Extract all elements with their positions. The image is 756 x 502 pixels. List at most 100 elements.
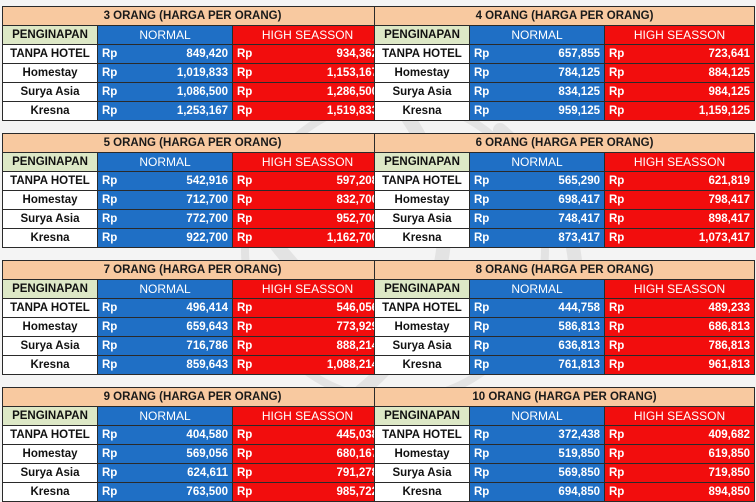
currency-label: Rp bbox=[97, 171, 133, 191]
currency-label: Rp bbox=[232, 101, 268, 121]
normal-price: 849,420 bbox=[132, 44, 233, 64]
currency-label: Rp bbox=[469, 425, 505, 445]
high-season-price: 985,722 bbox=[267, 482, 384, 502]
header-penginapan: PENGINAPAN bbox=[374, 406, 470, 426]
table-row: TANPA HOTEL Rp 565,290 Rp 621,819 bbox=[374, 171, 756, 191]
high-season-price: 489,233 bbox=[639, 298, 756, 318]
normal-price: 444,758 bbox=[504, 298, 605, 318]
table-row: Homestay Rp 519,850 Rp 619,850 bbox=[374, 444, 756, 464]
high-season-price: 619,850 bbox=[639, 444, 756, 464]
table-row: Kresna Rp 922,700 Rp 1,162,700 bbox=[2, 228, 384, 248]
currency-label: Rp bbox=[604, 444, 640, 464]
header-penginapan: PENGINAPAN bbox=[2, 406, 98, 426]
row-name: Kresna bbox=[374, 101, 470, 121]
normal-price: 1,086,500 bbox=[132, 82, 233, 102]
currency-label: Rp bbox=[469, 63, 505, 83]
price-table-5-orang: 5 ORANG (HARGA PER ORANG) PENGINAPAN NOR… bbox=[1, 133, 384, 248]
price-table-4-orang: 4 ORANG (HARGA PER ORANG) PENGINAPAN NOR… bbox=[373, 6, 756, 121]
currency-label: Rp bbox=[604, 336, 640, 356]
row-name: Kresna bbox=[2, 228, 98, 248]
currency-label: Rp bbox=[469, 444, 505, 464]
row-name: TANPA HOTEL bbox=[374, 298, 470, 318]
table-row: TANPA HOTEL Rp 849,420 Rp 934,362 bbox=[2, 44, 384, 64]
currency-label: Rp bbox=[604, 44, 640, 64]
currency-label: Rp bbox=[232, 190, 268, 210]
row-name: Homestay bbox=[374, 190, 470, 210]
normal-price: 959,125 bbox=[504, 101, 605, 121]
row-name: Homestay bbox=[2, 190, 98, 210]
header-normal: NORMAL bbox=[469, 406, 605, 426]
high-season-price: 409,682 bbox=[639, 425, 756, 445]
currency-label: Rp bbox=[469, 298, 505, 318]
currency-label: Rp bbox=[469, 482, 505, 502]
header-high-season: HIGH SEASSON bbox=[231, 279, 384, 299]
currency-label: Rp bbox=[604, 482, 640, 502]
currency-label: Rp bbox=[232, 209, 268, 229]
high-season-price: 1,073,417 bbox=[639, 228, 756, 248]
price-table-7-orang: 7 ORANG (HARGA PER ORANG) PENGINAPAN NOR… bbox=[1, 260, 384, 375]
header-high-season: HIGH SEASSON bbox=[603, 279, 756, 299]
table-row: Surya Asia Rp 748,417 Rp 898,417 bbox=[374, 209, 756, 229]
table-row: Surya Asia Rp 636,813 Rp 786,813 bbox=[374, 336, 756, 356]
normal-price: 698,417 bbox=[504, 190, 605, 210]
currency-label: Rp bbox=[604, 298, 640, 318]
header-normal: NORMAL bbox=[97, 25, 233, 45]
currency-label: Rp bbox=[97, 444, 133, 464]
table-row: Homestay Rp 784,125 Rp 884,125 bbox=[374, 63, 756, 83]
high-season-price: 1,162,700 bbox=[267, 228, 384, 248]
high-season-price: 934,362 bbox=[267, 44, 384, 64]
high-season-price: 888,214 bbox=[267, 336, 384, 356]
normal-price: 1,019,833 bbox=[132, 63, 233, 83]
price-table-6-orang: 6 ORANG (HARGA PER ORANG) PENGINAPAN NOR… bbox=[373, 133, 756, 248]
currency-label: Rp bbox=[97, 209, 133, 229]
high-season-price: 884,125 bbox=[639, 63, 756, 83]
table-row: TANPA HOTEL Rp 542,916 Rp 597,208 bbox=[2, 171, 384, 191]
normal-price: 716,786 bbox=[132, 336, 233, 356]
currency-label: Rp bbox=[604, 463, 640, 483]
normal-price: 636,813 bbox=[504, 336, 605, 356]
currency-label: Rp bbox=[469, 317, 505, 337]
currency-label: Rp bbox=[604, 317, 640, 337]
table-row: TANPA HOTEL Rp 496,414 Rp 546,056 bbox=[2, 298, 384, 318]
currency-label: Rp bbox=[232, 463, 268, 483]
normal-price: 404,580 bbox=[132, 425, 233, 445]
row-name: Homestay bbox=[374, 317, 470, 337]
table-row: Kresna Rp 1,253,167 Rp 1,519,833 bbox=[2, 101, 384, 121]
currency-label: Rp bbox=[469, 171, 505, 191]
high-season-price: 597,208 bbox=[267, 171, 384, 191]
high-season-price: 894,850 bbox=[639, 482, 756, 502]
table-row: TANPA HOTEL Rp 404,580 Rp 445,038 bbox=[2, 425, 384, 445]
row-name: Kresna bbox=[2, 355, 98, 375]
currency-label: Rp bbox=[469, 336, 505, 356]
high-season-price: 680,167 bbox=[267, 444, 384, 464]
row-name: Surya Asia bbox=[374, 336, 470, 356]
currency-label: Rp bbox=[97, 101, 133, 121]
price-table-3-orang: 3 ORANG (HARGA PER ORANG) PENGINAPAN NOR… bbox=[1, 6, 384, 121]
table-row: Kresna Rp 859,643 Rp 1,088,214 bbox=[2, 355, 384, 375]
header-high-season: HIGH SEASSON bbox=[231, 152, 384, 172]
currency-label: Rp bbox=[469, 190, 505, 210]
row-name: Homestay bbox=[2, 444, 98, 464]
normal-price: 519,850 bbox=[504, 444, 605, 464]
currency-label: Rp bbox=[97, 355, 133, 375]
row-name: Homestay bbox=[2, 317, 98, 337]
table-row: TANPA HOTEL Rp 657,855 Rp 723,641 bbox=[374, 44, 756, 64]
high-season-price: 1,153,167 bbox=[267, 63, 384, 83]
row-name: TANPA HOTEL bbox=[2, 425, 98, 445]
currency-label: Rp bbox=[469, 355, 505, 375]
row-name: Kresna bbox=[374, 228, 470, 248]
table-title: 3 ORANG (HARGA PER ORANG) bbox=[1, 6, 384, 26]
table-row: Kresna Rp 763,500 Rp 985,722 bbox=[2, 482, 384, 502]
row-name: Surya Asia bbox=[374, 82, 470, 102]
header-penginapan: PENGINAPAN bbox=[374, 152, 470, 172]
high-season-price: 1,159,125 bbox=[639, 101, 756, 121]
currency-label: Rp bbox=[97, 425, 133, 445]
high-season-price: 791,278 bbox=[267, 463, 384, 483]
row-name: TANPA HOTEL bbox=[374, 171, 470, 191]
table-row: Homestay Rp 586,813 Rp 686,813 bbox=[374, 317, 756, 337]
currency-label: Rp bbox=[604, 228, 640, 248]
normal-price: 1,253,167 bbox=[132, 101, 233, 121]
row-name: TANPA HOTEL bbox=[374, 44, 470, 64]
table-title: 8 ORANG (HARGA PER ORANG) bbox=[373, 260, 756, 280]
currency-label: Rp bbox=[232, 425, 268, 445]
